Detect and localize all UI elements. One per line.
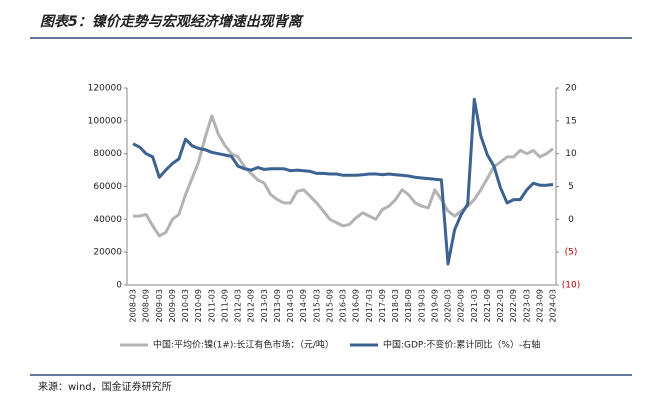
x-tick-label: 2023-03 xyxy=(522,289,531,322)
x-tick-label: 2011-03 xyxy=(207,289,216,322)
y2-tick-label: 20 xyxy=(565,84,577,94)
y-tick-label: 20000 xyxy=(93,248,122,258)
legend-label: 中国:平均价:镍(1#):长江有色市场：（元/吨） xyxy=(153,339,334,351)
x-tick-label: 2014-09 xyxy=(299,289,308,322)
x-tick-label: 2021-09 xyxy=(483,289,492,322)
x-tick-label: 2016-09 xyxy=(352,289,361,322)
chart-title: 图表5：镍价走势与宏观经济增速出现背离 xyxy=(40,13,305,30)
x-tick-label: 2017-03 xyxy=(365,289,374,322)
y-tick-label: 100000 xyxy=(88,116,123,126)
y2-tick-label: (10) xyxy=(562,281,580,291)
x-tick-label: 2012-09 xyxy=(247,289,256,322)
x-tick-label: 2018-09 xyxy=(404,289,413,322)
x-tick-label: 2019-09 xyxy=(430,289,439,322)
x-tick-label: 2020-09 xyxy=(457,289,466,322)
x-tick-label: 2016-03 xyxy=(339,289,348,322)
y-tick-label: 40000 xyxy=(93,215,122,225)
y-tick-label: 0 xyxy=(116,281,122,291)
x-tick-label: 2008-03 xyxy=(129,289,138,322)
series-line xyxy=(133,114,554,238)
y-tick-label: 120000 xyxy=(88,84,123,94)
x-tick-label: 2020-03 xyxy=(444,289,453,322)
y-tick-label: 80000 xyxy=(93,149,122,159)
series-line xyxy=(132,97,554,266)
x-tick-label: 2013-09 xyxy=(273,289,282,322)
x-tick-label: 2014-03 xyxy=(286,289,295,322)
x-tick-label: 2008-09 xyxy=(142,289,151,322)
x-tick-label: 2009-03 xyxy=(155,289,164,322)
y2-tick-label: 5 xyxy=(568,182,574,192)
x-tick-label: 2010-09 xyxy=(194,289,203,322)
x-tick-label: 2012-03 xyxy=(234,289,243,322)
x-tick-label: 2024-03 xyxy=(549,289,558,322)
y2-tick-label: 15 xyxy=(565,116,576,126)
x-tick-label: 2023-09 xyxy=(535,289,544,322)
x-tick-label: 2013-03 xyxy=(260,289,269,322)
x-tick-label: 2019-03 xyxy=(417,289,426,322)
x-tick-label: 2011-09 xyxy=(220,289,229,322)
x-tick-label: 2021-03 xyxy=(470,289,479,322)
x-tick-label: 2009-09 xyxy=(168,289,177,322)
x-tick-label: 2018-03 xyxy=(391,289,400,322)
y-tick-label: 60000 xyxy=(93,182,122,192)
x-tick-label: 2015-09 xyxy=(325,289,334,322)
y2-tick-label: (5) xyxy=(565,248,578,258)
y2-tick-label: 0 xyxy=(568,215,574,225)
x-tick-label: 2010-03 xyxy=(181,289,190,322)
source-note: 来源：wind，国金证券研究所 xyxy=(38,380,172,393)
x-tick-label: 2022-03 xyxy=(496,289,505,322)
y2-tick-label: 10 xyxy=(565,149,577,159)
x-tick-label: 2022-09 xyxy=(509,289,518,322)
legend-label: 中国:GDP:不变价:累计同比（%）-右轴 xyxy=(383,339,540,351)
x-tick-label: 2015-03 xyxy=(312,289,321,322)
x-tick-label: 2017-09 xyxy=(378,289,387,322)
